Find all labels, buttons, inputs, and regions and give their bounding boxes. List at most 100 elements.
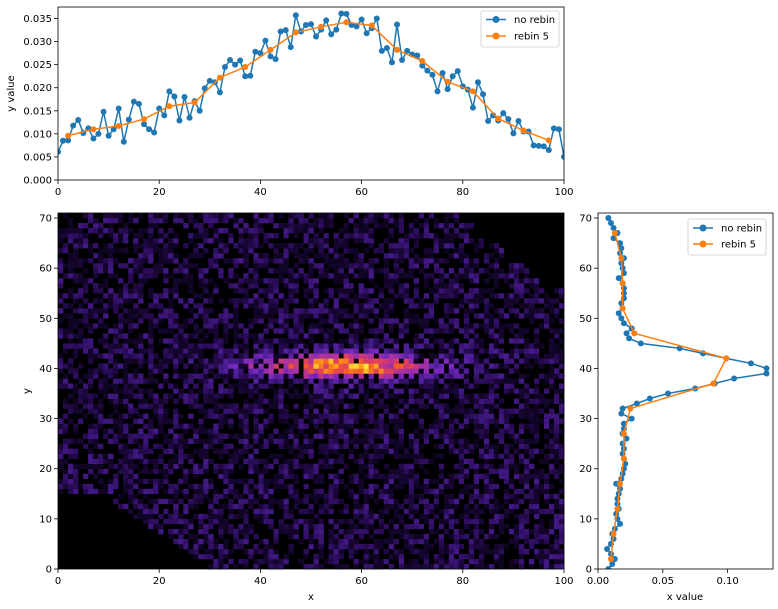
heatmap-cell <box>428 488 435 495</box>
heatmap-cell <box>83 443 89 449</box>
heatmap-cell <box>83 348 89 354</box>
heatmap-cell <box>433 298 440 304</box>
top-data-point <box>181 93 188 100</box>
heatmap-cell <box>93 473 99 480</box>
heatmap-cell <box>258 538 264 545</box>
heatmap-cell <box>218 348 224 354</box>
heatmap-cell <box>418 213 425 219</box>
heatmap-cell <box>443 403 450 409</box>
heatmap-cell <box>163 518 169 525</box>
top-data-point <box>90 126 97 133</box>
heatmap-cell <box>353 368 359 374</box>
heatmap-cell <box>383 303 389 309</box>
heatmap-cell <box>173 488 179 495</box>
heatmap-cell <box>398 443 404 449</box>
heatmap-cell <box>223 318 229 324</box>
heatmap-cell <box>343 298 349 304</box>
heatmap-cell <box>268 548 274 555</box>
heatmap-cell <box>218 548 224 555</box>
heatmap-cell <box>363 463 369 470</box>
heatmap-cell <box>313 558 319 565</box>
heatmap-cell <box>273 243 279 249</box>
heatmap-cell <box>288 288 294 294</box>
heatmap-cell <box>403 538 409 545</box>
heatmap-cell <box>403 398 409 404</box>
heatmap-cell <box>113 308 119 314</box>
heatmap-cell <box>163 213 169 219</box>
heatmap-cell <box>413 358 420 364</box>
heatmap-cell <box>438 388 445 394</box>
heatmap-cell <box>173 398 179 404</box>
heatmap-cell <box>483 408 490 414</box>
heatmap-cell <box>538 323 545 329</box>
heatmap-cell <box>218 368 224 374</box>
heatmap-cell <box>208 213 214 219</box>
heatmap-cell <box>353 263 359 269</box>
heatmap-cell <box>288 218 294 224</box>
heatmap-cell <box>368 513 374 520</box>
heatmap-cell <box>518 453 525 459</box>
heatmap-cell <box>123 368 129 374</box>
heatmap-cell <box>508 263 515 269</box>
heatmap-cell <box>353 378 359 384</box>
heatmap-cell <box>498 333 505 339</box>
heatmap-cell <box>183 398 189 404</box>
heatmap-cell <box>193 538 199 545</box>
heatmap-cell <box>78 233 84 239</box>
heatmap-cell <box>443 428 450 434</box>
heatmap-cell <box>353 238 359 244</box>
heatmap-cell <box>118 333 124 339</box>
heatmap-cell <box>188 438 194 444</box>
heatmap-cell <box>408 303 414 309</box>
heatmap-cell <box>88 393 94 399</box>
heatmap-cell <box>158 418 164 424</box>
heatmap-cell <box>408 268 414 274</box>
heatmap-cell <box>148 388 154 394</box>
heatmap-cell <box>288 458 294 464</box>
heatmap-cell <box>118 213 124 219</box>
top-data-point <box>58 148 61 155</box>
heatmap-cell <box>423 293 430 299</box>
heatmap-cell <box>403 468 409 475</box>
right-data-point <box>620 430 627 437</box>
heatmap-cell <box>288 463 294 470</box>
heatmap-cell <box>198 418 204 424</box>
heatmap-cell <box>213 358 219 364</box>
heatmap-cell <box>493 453 500 459</box>
heatmap-cell <box>123 353 129 359</box>
heatmap-cell <box>128 403 134 409</box>
heatmap-cell <box>253 458 259 464</box>
heatmap-cell <box>348 478 354 485</box>
heatmap-cell <box>333 298 339 304</box>
heatmap-cell <box>403 378 409 384</box>
heatmap-cell <box>283 503 289 510</box>
heatmap-cell <box>283 418 289 424</box>
heatmap-cell <box>418 378 425 384</box>
heatmap-cell <box>288 428 294 434</box>
heatmap-cell <box>488 263 495 269</box>
heatmap-cell <box>268 413 274 419</box>
right-data-point <box>618 255 625 262</box>
top-data-point <box>60 137 67 144</box>
heatmap-cell <box>463 268 470 274</box>
right-data-point <box>747 360 754 367</box>
heatmap-cell <box>323 403 329 409</box>
heatmap-cell <box>403 343 409 349</box>
heatmap-cell <box>363 523 369 530</box>
heatmap-cell <box>83 278 89 284</box>
heatmap-cell <box>108 268 114 274</box>
heatmap-cell <box>473 508 480 515</box>
heatmap-cell <box>308 313 314 319</box>
heatmap-cell <box>538 518 545 525</box>
heatmap-cell <box>248 233 254 239</box>
heatmap-cell <box>518 313 525 319</box>
heatmap-cell <box>383 258 389 264</box>
heatmap-cell <box>188 263 194 269</box>
heatmap-cell <box>513 513 520 520</box>
heatmap-cell <box>383 358 389 364</box>
heatmap-cell <box>438 523 445 530</box>
heatmap-cell <box>153 318 159 324</box>
heatmap-cell <box>173 238 179 244</box>
heatmap-cell <box>508 443 515 449</box>
heatmap-cell <box>108 263 114 269</box>
